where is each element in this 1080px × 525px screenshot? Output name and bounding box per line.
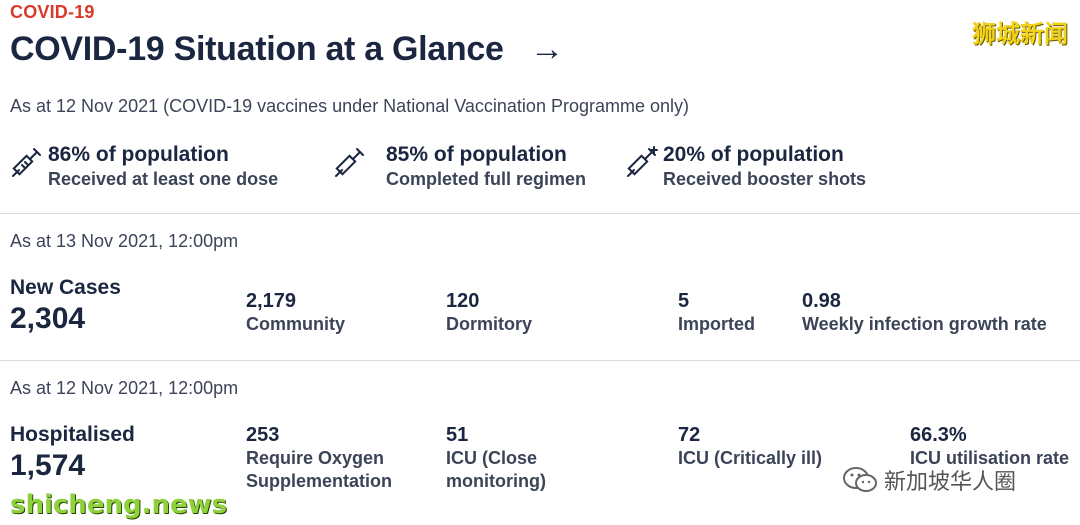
page-title[interactable]: COVID-19 Situation at a Glance	[10, 30, 504, 68]
hospital-total: 1,574	[10, 449, 86, 482]
vaccination-stat-booster: 20% of population Received booster shots	[625, 143, 866, 191]
metric-growth-rate: 0.98 Weekly infection growth rate	[802, 290, 1047, 336]
double-syringe-icon	[335, 148, 364, 177]
stat-value: 20% of population	[663, 143, 844, 166]
hospital-heading: Hospitalised	[10, 423, 135, 446]
metric-label: Imported	[678, 314, 756, 334]
cases-total: 2,304	[10, 302, 86, 335]
watermark-bottom-left: shicheng.news	[10, 490, 228, 520]
section-eyebrow: COVID-19	[10, 2, 95, 22]
hospital-dateline: As at 12 Nov 2021, 12:00pm	[10, 378, 239, 398]
syringe-plus-icon	[627, 146, 658, 177]
vaccination-stat-first-dose: 86% of population Received at least one …	[10, 143, 278, 191]
metric-icu-utilisation: 66.3% ICU utilisation rate	[910, 424, 1069, 470]
metric-dormitory: 120 Dormitory	[446, 290, 532, 336]
vaccination-stat-full-regimen: 85% of population Completed full regimen	[318, 143, 586, 191]
metric-value: 2,179	[246, 290, 297, 312]
metric-value: 51	[446, 424, 469, 446]
divider	[0, 213, 1080, 214]
metric-value: 120	[446, 290, 480, 312]
stat-value: 86% of population	[48, 143, 229, 166]
stat-value: 85% of population	[386, 143, 567, 166]
metric-value: 0.98	[802, 290, 841, 312]
metric-value: 72	[678, 424, 701, 446]
divider	[0, 360, 1080, 361]
wechat-icon	[843, 467, 877, 492]
cases-heading: New Cases	[10, 276, 121, 299]
stat-label: Received at least one dose	[48, 169, 279, 189]
metric-oxygen: 253 Require Oxygen Supplementation	[246, 424, 392, 493]
metric-icu-critical: 72 ICU (Critically ill)	[678, 424, 822, 470]
metric-label: Community	[246, 314, 345, 334]
cases-dateline: As at 13 Nov 2021, 12:00pm	[10, 231, 239, 251]
metric-label: Weekly infection growth rate	[802, 314, 1047, 334]
stat-label: Received booster shots	[663, 169, 867, 189]
watermark-text: 新加坡华人圈	[884, 470, 1017, 495]
metric-label: Dormitory	[446, 314, 533, 334]
metric-label-line1: ICU (Close	[446, 448, 538, 468]
arrow-right-icon[interactable]: →	[530, 30, 564, 68]
metric-value: 5	[678, 290, 690, 312]
metric-label-line2: monitoring)	[446, 471, 546, 491]
watermark-top-right: 狮城新闻	[972, 20, 1068, 48]
metric-imported: 5 Imported	[678, 290, 755, 336]
metric-value: 66.3%	[910, 424, 967, 446]
metric-icu-close: 51 ICU (Close monitoring)	[446, 424, 546, 493]
vaccination-dateline: As at 12 Nov 2021 (COVID-19 vaccines und…	[10, 96, 689, 116]
syringe-icon	[12, 148, 41, 177]
metric-community: 2,179 Community	[246, 290, 345, 336]
watermark-bottom-right: 新加坡华人圈	[842, 464, 1016, 496]
metric-label-line2: Supplementation	[246, 471, 393, 491]
metric-value: 253	[246, 424, 280, 446]
stat-label: Completed full regimen	[386, 169, 587, 189]
metric-label-line1: ICU (Critically ill)	[678, 448, 823, 468]
metric-label-line1: ICU utilisation rate	[910, 448, 1070, 468]
metric-label-line1: Require Oxygen	[246, 448, 385, 468]
